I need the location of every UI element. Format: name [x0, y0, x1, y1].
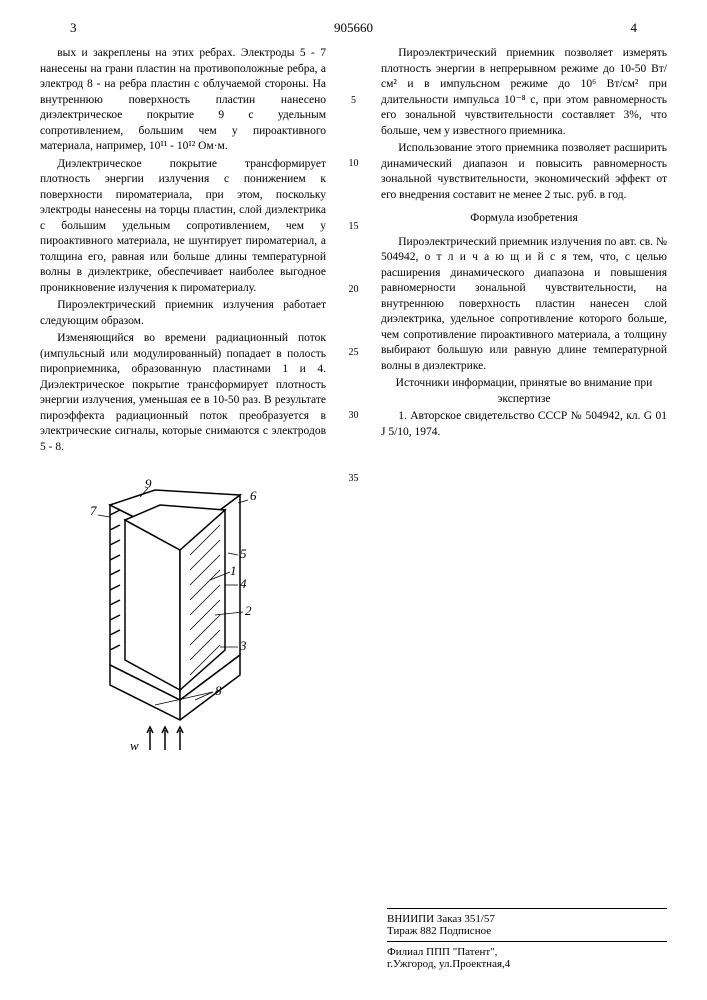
left-para-2: Диэлектрическое покрытие трансформирует …	[40, 157, 326, 297]
right-para-4: 1. Авторское свидетельство СССР № 504942…	[381, 409, 667, 440]
text-columns: вых и закреплены на этих ребрах. Электро…	[40, 46, 667, 755]
left-page-number: 3	[70, 20, 77, 36]
line-marker: 5	[346, 94, 361, 108]
left-para-1: вых и закреплены на этих ребрах. Электро…	[40, 46, 326, 155]
footer-line-2: Тираж 882 Подписное	[387, 925, 667, 937]
line-marker: 15	[346, 220, 361, 234]
right-para-3: Пироэлектрический приемник излучения по …	[381, 235, 667, 375]
footer-line-4: г.Ужгород, ул.Проектная,4	[387, 958, 667, 970]
fig-label-9: 9	[145, 476, 152, 491]
page-header: 3 905660 4	[40, 20, 667, 36]
footer-line-1: ВНИИПИ Заказ 351/57	[387, 913, 667, 925]
footer: ВНИИПИ Заказ 351/57 Тираж 882 Подписное …	[387, 908, 667, 970]
sources-title: Источники информации, принятые во вниман…	[381, 376, 667, 407]
line-marker: 10	[346, 157, 361, 171]
line-marker: 20	[346, 283, 361, 297]
left-para-4: Изменяющийся во времени радиационный пот…	[40, 331, 326, 455]
line-number-gutter: 5 10 15 20 25 30 35	[346, 46, 361, 486]
left-column: вых и закреплены на этих ребрах. Электро…	[40, 46, 326, 755]
fig-label-5: 5	[240, 546, 247, 561]
right-para-1: Пироэлектрический приемник позволяет изм…	[381, 46, 667, 139]
fig-label-7: 7	[90, 503, 97, 518]
fig-label-2: 2	[245, 603, 252, 618]
fig-label-1: 1	[230, 563, 237, 578]
line-marker: 25	[346, 346, 361, 360]
formula-title: Формула изобретения	[381, 211, 667, 227]
right-column: Пироэлектрический приемник позволяет изм…	[381, 46, 667, 755]
footer-line-3: Филиал ППП "Патент",	[387, 946, 667, 958]
patent-number: 905660	[334, 20, 373, 36]
line-marker: 35	[346, 472, 361, 486]
right-para-2: Использование этого приемника позволяет …	[381, 141, 667, 203]
fig-label-8: 8	[215, 683, 222, 698]
left-para-3: Пироэлектрический приемник излучения раб…	[40, 298, 326, 329]
fig-label-w: w	[130, 738, 139, 753]
line-marker: 30	[346, 409, 361, 423]
fig-label-4: 4	[240, 576, 247, 591]
right-page-number: 4	[631, 20, 638, 36]
fig-label-6: 6	[250, 488, 257, 503]
fig-label-3: 3	[239, 638, 247, 653]
figure: 1 2 3 4 5 6 7 8 9 w	[80, 475, 300, 755]
